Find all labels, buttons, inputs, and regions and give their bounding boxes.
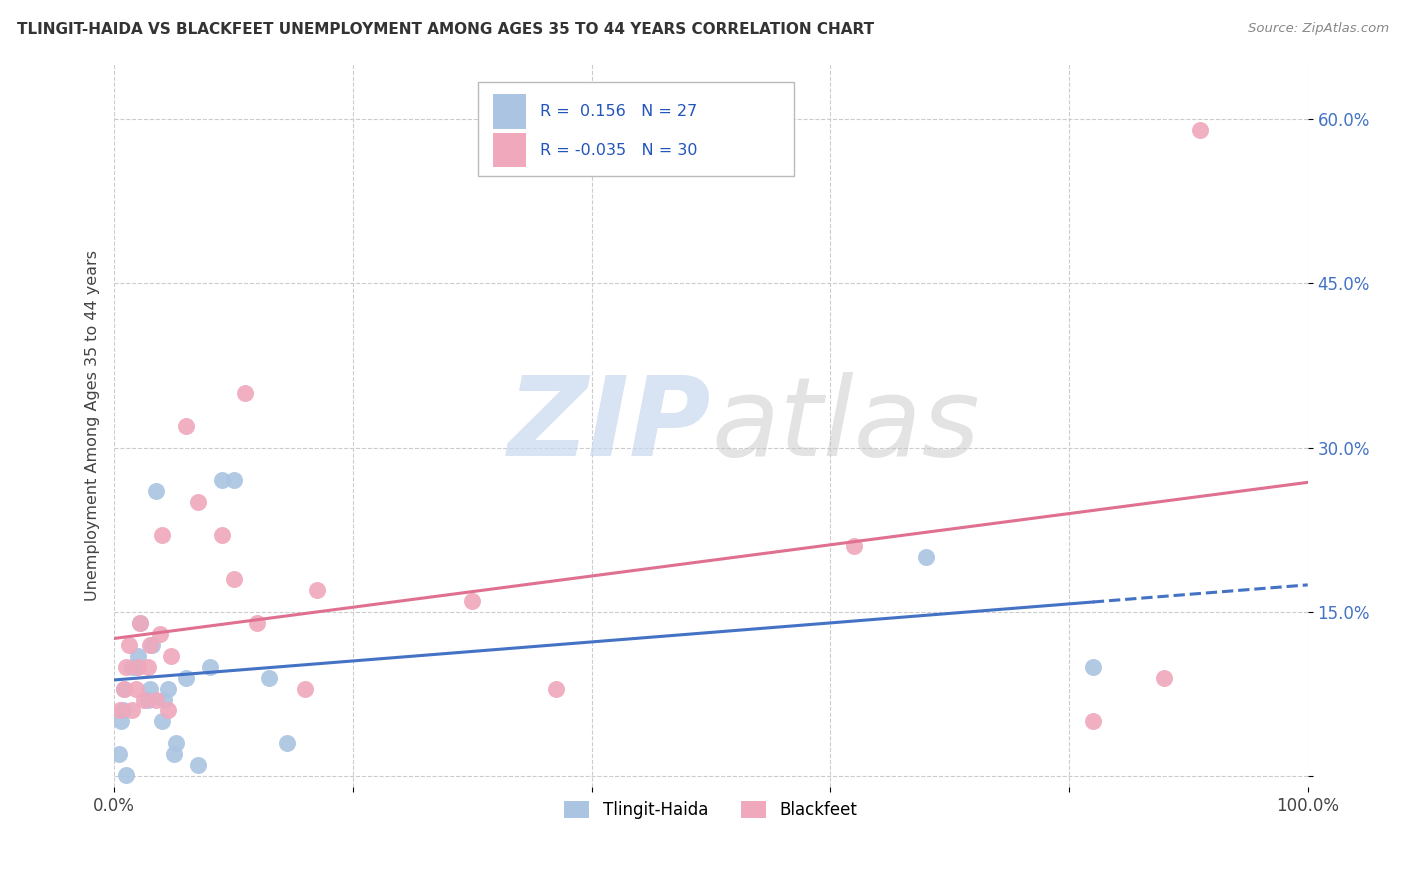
Text: R =  0.156   N = 27: R = 0.156 N = 27 xyxy=(540,104,697,120)
Point xyxy=(112,681,135,696)
Legend: Tlingit-Haida, Blackfeet: Tlingit-Haida, Blackfeet xyxy=(558,795,865,826)
Text: Source: ZipAtlas.com: Source: ZipAtlas.com xyxy=(1249,22,1389,36)
Point xyxy=(108,747,131,762)
Point xyxy=(112,681,135,696)
Point xyxy=(307,582,329,597)
Point xyxy=(115,768,138,782)
Point xyxy=(276,736,298,750)
Point xyxy=(145,484,167,499)
Point xyxy=(914,550,936,565)
FancyBboxPatch shape xyxy=(492,133,526,168)
Point xyxy=(165,736,187,750)
Point xyxy=(461,594,484,608)
Text: R = -0.035   N = 30: R = -0.035 N = 30 xyxy=(540,143,697,158)
Point xyxy=(211,474,233,488)
Point xyxy=(148,627,170,641)
Point xyxy=(222,572,245,586)
Point xyxy=(1081,714,1104,729)
Point xyxy=(127,659,149,673)
Text: TLINGIT-HAIDA VS BLACKFEET UNEMPLOYMENT AMONG AGES 35 TO 44 YEARS CORRELATION CH: TLINGIT-HAIDA VS BLACKFEET UNEMPLOYMENT … xyxy=(17,22,875,37)
Point xyxy=(145,692,167,706)
Point xyxy=(246,615,269,630)
Point xyxy=(187,758,209,772)
Point xyxy=(160,648,183,663)
Point xyxy=(259,671,281,685)
Point xyxy=(121,703,143,717)
Point xyxy=(1189,123,1212,137)
Point xyxy=(115,659,138,673)
Point xyxy=(124,659,146,673)
Point xyxy=(110,714,132,729)
Point xyxy=(108,703,131,717)
Point xyxy=(163,747,186,762)
Point xyxy=(136,659,159,673)
Point xyxy=(174,671,197,685)
Point xyxy=(150,714,173,729)
Point xyxy=(153,692,176,706)
Point xyxy=(139,638,162,652)
Point xyxy=(132,692,155,706)
Point xyxy=(150,528,173,542)
Point xyxy=(136,692,159,706)
Point xyxy=(1081,659,1104,673)
Point xyxy=(139,681,162,696)
Point xyxy=(117,638,139,652)
Point xyxy=(141,638,163,652)
Point xyxy=(129,615,152,630)
Point xyxy=(198,659,221,673)
Point xyxy=(156,703,179,717)
Point xyxy=(544,681,567,696)
Y-axis label: Unemployment Among Ages 35 to 44 years: Unemployment Among Ages 35 to 44 years xyxy=(86,250,100,601)
Point xyxy=(111,703,134,717)
Point xyxy=(127,648,149,663)
FancyBboxPatch shape xyxy=(478,82,794,176)
Point xyxy=(294,681,316,696)
Point xyxy=(174,418,197,433)
Point xyxy=(129,615,152,630)
Point xyxy=(124,681,146,696)
FancyBboxPatch shape xyxy=(492,95,526,129)
Point xyxy=(156,681,179,696)
Point xyxy=(1153,671,1175,685)
Point xyxy=(187,495,209,509)
Point xyxy=(222,474,245,488)
Point xyxy=(211,528,233,542)
Point xyxy=(844,539,866,553)
Point xyxy=(121,659,143,673)
Point xyxy=(235,385,257,400)
Text: atlas: atlas xyxy=(711,372,980,479)
Text: ZIP: ZIP xyxy=(508,372,711,479)
